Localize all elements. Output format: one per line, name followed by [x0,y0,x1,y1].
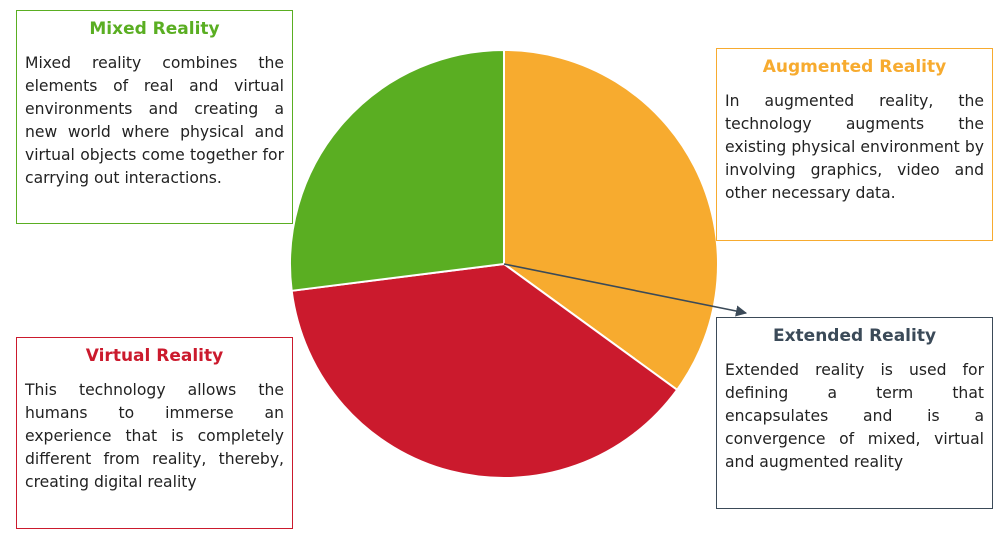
pie-slice-augmented [503,48,719,392]
virtual-reality-title: Virtual Reality [85,346,224,366]
augmented-reality-title: Augmented Reality [762,57,947,77]
pie-slice-virtual [290,262,679,479]
mixed-reality-description: Mixed reality combines the elements of r… [25,54,284,187]
augmented-reality-description: In augmented reality, the technology aug… [725,92,984,202]
extended-reality-description: Extended reality is used for defining a … [725,361,984,471]
extended-reality-title: Extended Reality [772,326,937,346]
mixed-reality-card: Mixed Reality Mixed reality combines the… [16,10,293,224]
mixed-reality-title: Mixed Reality [89,19,220,39]
extended-reality-arrow [503,263,748,317]
pie-slice-mixed [289,48,505,292]
virtual-reality-description: This technology allows the humans to imm… [25,381,284,491]
extended-reality-card: Extended Reality Extended reality is use… [716,317,993,509]
pie-chart [289,48,719,479]
virtual-reality-card: Virtual Reality This technology allows t… [16,337,293,529]
augmented-reality-card: Augmented Reality In augmented reality, … [716,48,993,241]
